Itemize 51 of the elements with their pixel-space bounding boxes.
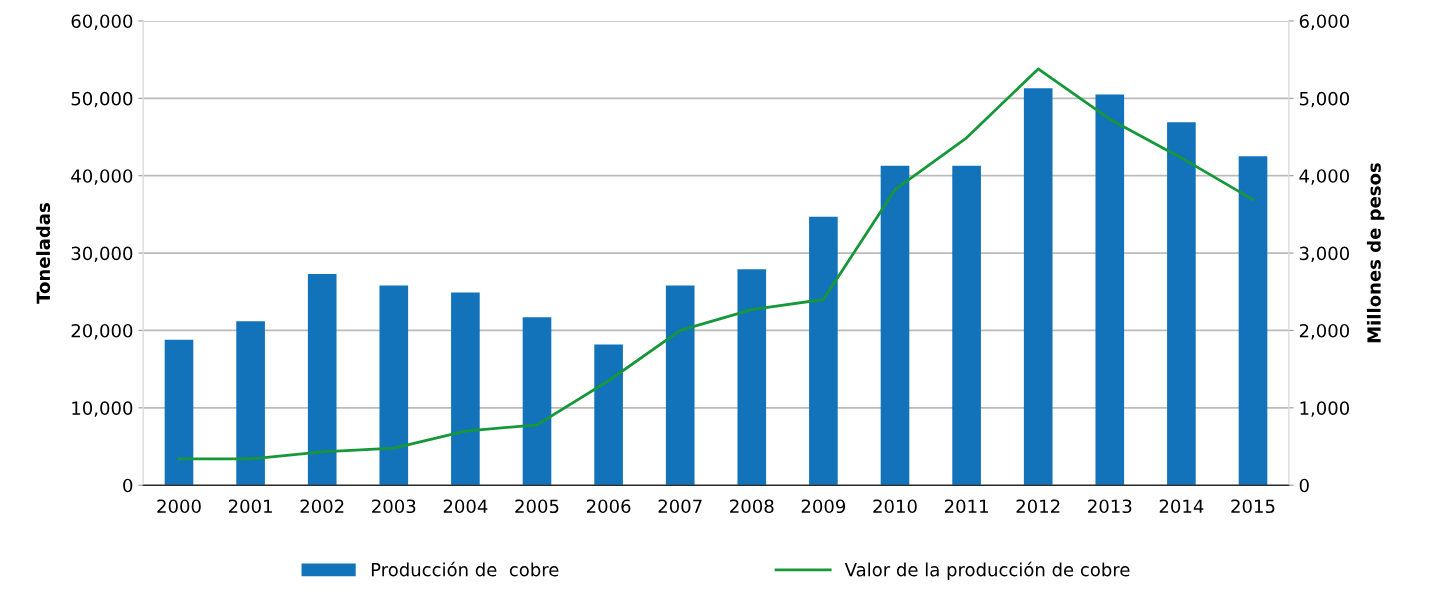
bar [164, 339, 194, 486]
x-tick-label: 2012 [1016, 499, 1060, 514]
bar [379, 285, 409, 486]
x-tick-label: 2011 [944, 499, 988, 514]
x-tick-label: 2009 [801, 499, 846, 514]
x-tick-label: 2007 [658, 499, 702, 514]
y2-tick-label: 0 [1299, 478, 1309, 493]
bar [665, 285, 695, 486]
x-tick-label: 2006 [586, 499, 631, 514]
y2-axis-title: Millones de pesos [1366, 163, 1385, 343]
legend-label: Producción de cobre [371, 561, 559, 577]
y-tick-label: 40,000 [71, 169, 133, 185]
y-tick-label: 0 [123, 478, 133, 493]
bar [451, 292, 480, 486]
x-tick-label: 2013 [1088, 499, 1132, 514]
y2-tick-label: 2,000 [1299, 323, 1350, 340]
bar [594, 344, 623, 486]
x-tick-label: 2003 [372, 499, 416, 514]
x-tick-label: 2008 [730, 499, 774, 514]
x-tick-label: 2005 [515, 499, 559, 514]
y-axis-title: Toneladas [36, 203, 51, 304]
x-tick-label: 2010 [873, 499, 917, 514]
bar [880, 165, 910, 486]
bar [522, 317, 552, 486]
y-tick-label: 10,000 [72, 401, 133, 417]
y-tick-label: 20,000 [71, 323, 133, 340]
y2-tick-label: 4,000 [1299, 169, 1350, 185]
y2-tick-label: 1,000 [1300, 401, 1350, 417]
bar [1095, 94, 1125, 486]
y2-tick-label: 6,000 [1299, 14, 1350, 30]
x-tick-label: 2014 [1159, 499, 1204, 514]
bar [952, 165, 981, 486]
x-tick-label: 2002 [300, 499, 344, 514]
y-tick-label: 50,000 [71, 91, 133, 108]
bar [307, 273, 337, 486]
y-tick-label: 30,000 [71, 246, 133, 263]
bar [809, 216, 838, 486]
bar [1238, 156, 1268, 486]
bar [1023, 88, 1053, 486]
y2-tick-label: 3,000 [1299, 246, 1350, 263]
x-tick-label: 2004 [443, 499, 488, 514]
y-tick-label: 60,000 [71, 14, 133, 30]
bar [1167, 122, 1196, 486]
x-tick-label: 2015 [1231, 499, 1275, 514]
bar [236, 321, 265, 486]
x-tick-label: 2001 [228, 499, 272, 514]
line-series [177, 67, 1255, 461]
x-tick-label: 2000 [157, 499, 201, 514]
y2-tick-label: 5,000 [1299, 91, 1350, 108]
bar [737, 269, 767, 486]
legend-label: Valor de la producción de cobre [844, 561, 1130, 580]
